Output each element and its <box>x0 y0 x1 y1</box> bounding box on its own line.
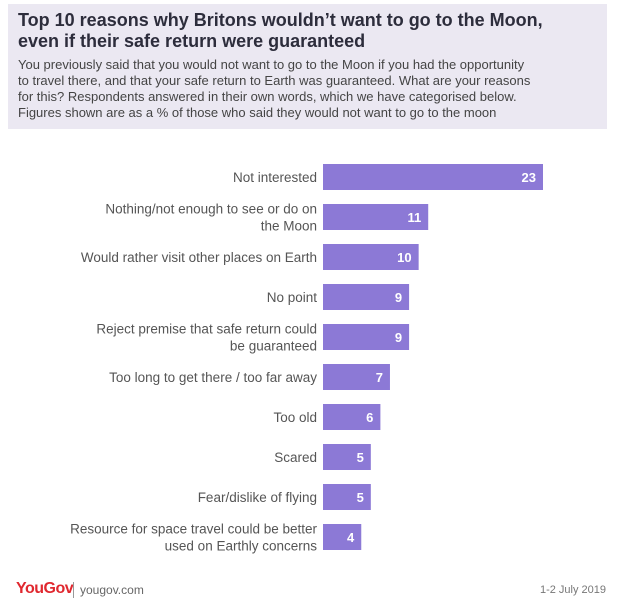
chart-title-line-1: Top 10 reasons why Britons wouldn’t want… <box>18 10 543 30</box>
category-label-2-line-2: the Moon <box>261 219 317 234</box>
logo-you: You <box>16 580 44 597</box>
subtitle-line-2: to travel there, and that your safe retu… <box>18 73 531 88</box>
logo-gov: Gov <box>43 580 74 597</box>
bar-value-label-4: 9 <box>395 290 402 305</box>
bar-10 <box>323 524 362 550</box>
category-label-7: Too old <box>273 410 317 425</box>
footer: YouGov yougov.com 1-2 July 2019 <box>16 579 606 601</box>
bar-9 <box>323 484 371 510</box>
bar-value-label-3: 10 <box>397 250 411 265</box>
chart-subtitle: You previously said that you would not w… <box>18 57 599 121</box>
bar-value-label-5: 9 <box>395 330 402 345</box>
chart-title: Top 10 reasons why Britons wouldn’t want… <box>18 10 599 52</box>
footer-site: yougov.com <box>80 583 144 597</box>
bar-2 <box>323 204 429 230</box>
chart-title-line-2: even if their safe return were guarantee… <box>18 31 366 51</box>
category-label-8: Scared <box>274 450 317 465</box>
subtitle-line-3: for this? Respondents answered in their … <box>18 89 517 104</box>
category-label-6: Too long to get there / too far away <box>109 370 317 385</box>
category-label-1: Not interested <box>233 170 317 185</box>
subtitle-line-4: Figures shown are as a % of those who sa… <box>18 105 497 120</box>
chart-header: Top 10 reasons why Britons wouldn’t want… <box>8 4 607 129</box>
category-label-5-line-1: Reject premise that safe return could <box>96 322 317 337</box>
category-label-2-line-1: Nothing/not enough to see or do on <box>105 202 317 217</box>
bar-value-label-9: 5 <box>357 490 364 505</box>
category-label-10-line-2: used on Earthly concerns <box>165 539 318 554</box>
category-label-10-line-1: Resource for space travel could be bette… <box>70 522 317 537</box>
bar-5 <box>323 324 410 350</box>
footer-separator <box>73 582 74 598</box>
bar-value-label-1: 23 <box>522 170 536 185</box>
footer-date: 1-2 July 2019 <box>539 584 606 596</box>
bar-8 <box>323 444 371 470</box>
bar-value-label-10: 4 <box>347 530 355 545</box>
bar-6 <box>323 364 390 390</box>
category-label-4: No point <box>267 290 318 305</box>
category-label-5-line-2: be guaranteed <box>230 339 317 354</box>
bar-value-label-7: 6 <box>366 410 373 425</box>
subtitle-line-1: You previously said that you would not w… <box>18 57 525 72</box>
bar-value-label-8: 5 <box>357 450 364 465</box>
category-label-9: Fear/dislike of flying <box>198 490 317 505</box>
bar-chart: 23 Not interested 11 Nothing/not enough to … <box>70 164 543 554</box>
bar-3 <box>323 244 419 270</box>
bar-4 <box>323 284 410 310</box>
category-label-3: Would rather visit other places on Earth <box>81 250 317 265</box>
bar-1 <box>323 164 543 190</box>
bar-value-label-2: 11 <box>407 210 421 225</box>
bar-7 <box>323 404 381 430</box>
bar-value-label-6: 7 <box>376 370 383 385</box>
yougov-logo: YouGov <box>16 580 74 598</box>
